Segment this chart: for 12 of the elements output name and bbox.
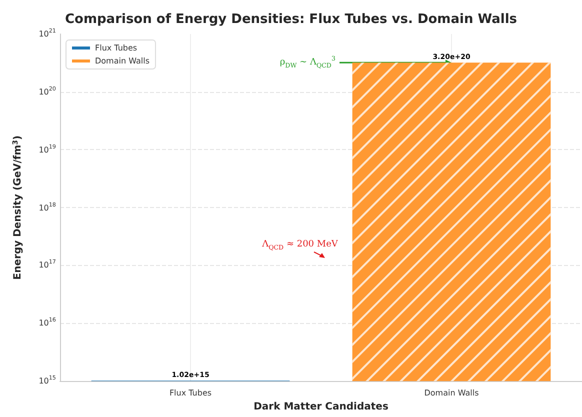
legend-label: Domain Walls	[95, 56, 150, 66]
y-tick-label: 10$^{20}$	[38, 86, 56, 96]
y-tick-label: 10$^{16}$	[38, 318, 56, 328]
y-tick-label: 10$^{17}$	[38, 260, 56, 270]
y-tick-label: 10$^{15}$	[38, 376, 56, 386]
legend-label: Flux Tubes	[95, 44, 138, 52]
y-tick-label: 10$^{21}$	[38, 28, 56, 38]
y-tick-label: 10$^{18}$	[38, 202, 56, 212]
chart-title: Comparison of Energy Densities: Flux Tubes vs. Domain Walls	[64, 12, 518, 27]
annotation: Λ$_{QCD}$ ≈ 200 MeV	[262, 239, 338, 252]
y-tick-label: 10$^{19}$	[38, 144, 56, 154]
x-axis-title: Dark Matter Candidates	[254, 402, 388, 412]
